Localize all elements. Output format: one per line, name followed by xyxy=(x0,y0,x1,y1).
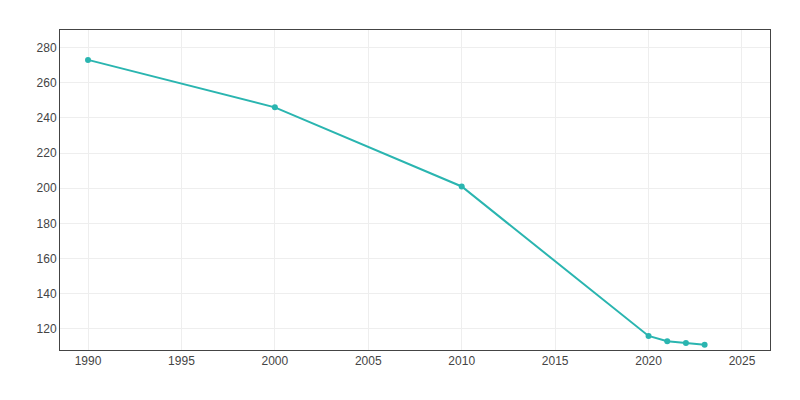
svg-text:1990: 1990 xyxy=(75,354,102,368)
svg-text:160: 160 xyxy=(37,252,57,266)
svg-text:260: 260 xyxy=(37,76,57,90)
svg-text:2020: 2020 xyxy=(635,354,662,368)
svg-text:220: 220 xyxy=(37,146,57,160)
svg-text:2025: 2025 xyxy=(729,354,756,368)
svg-text:180: 180 xyxy=(37,217,57,231)
svg-text:2015: 2015 xyxy=(542,354,569,368)
svg-text:2000: 2000 xyxy=(262,354,289,368)
svg-text:140: 140 xyxy=(37,287,57,301)
svg-text:2005: 2005 xyxy=(355,354,382,368)
svg-text:1995: 1995 xyxy=(168,354,195,368)
svg-text:280: 280 xyxy=(37,41,57,55)
svg-text:200: 200 xyxy=(37,181,57,195)
svg-text:120: 120 xyxy=(37,322,57,336)
svg-text:240: 240 xyxy=(37,111,57,125)
svg-text:2010: 2010 xyxy=(448,354,475,368)
